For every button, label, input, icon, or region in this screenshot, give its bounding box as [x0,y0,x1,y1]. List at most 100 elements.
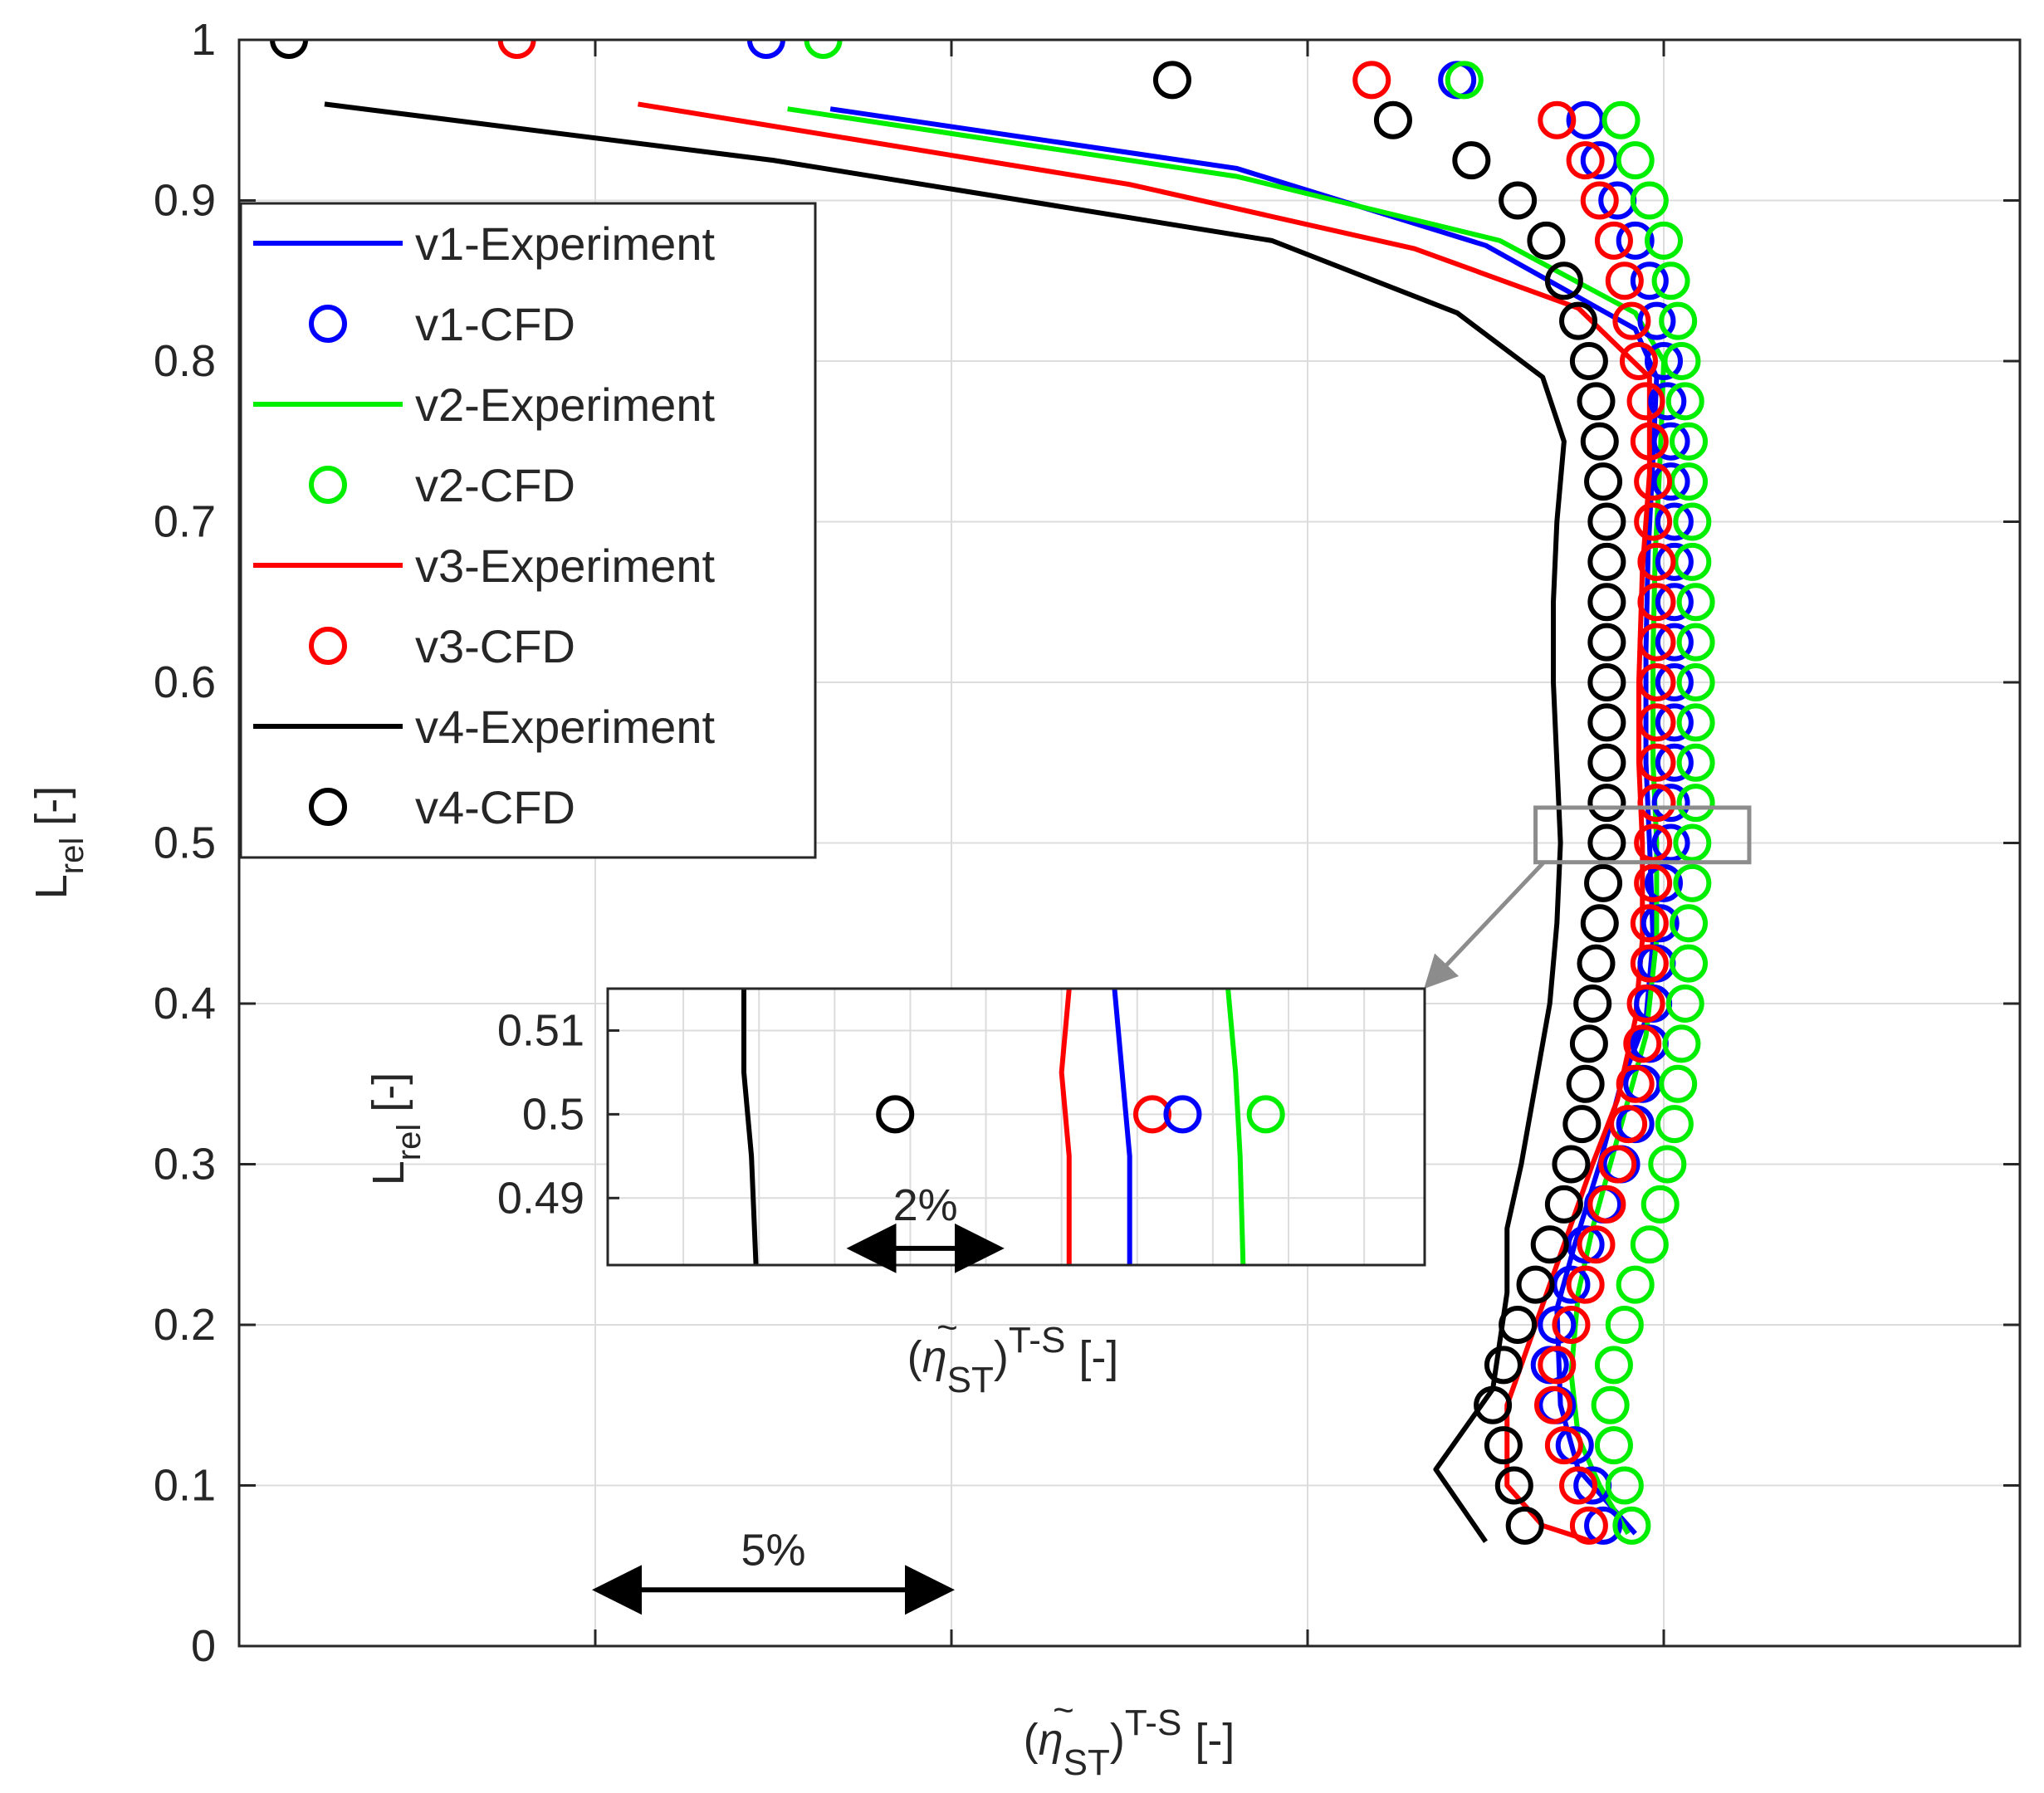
marker-v4-CFD [1527,221,1566,260]
marker-v3-CFD [1637,542,1676,581]
marker-v1-CFD [1655,502,1694,541]
marker-v1-CFD [1645,342,1683,380]
legend-swatch-marker [309,305,347,343]
marker-v2-CFD [1670,422,1709,461]
marker-v4-CFD [1530,1225,1569,1264]
marker-v4-CFD [270,40,309,59]
marker-v4-CFD [1494,1466,1533,1505]
y-tick-label: 0.2 [154,1300,216,1350]
y-tick-label: 0.6 [154,657,216,707]
marker-v2-CFD [1645,221,1683,260]
inset-y-label-sub: rel [391,1124,428,1160]
marker-v4-CFD [1484,1346,1523,1385]
marker-v3-CFD [1634,502,1673,541]
marker-v3-CFD [1637,743,1676,782]
y-tick-label: 0.7 [154,497,216,547]
marker-v2-CFD [1676,663,1715,701]
x-label-close: ) [1110,1715,1125,1765]
marker-v1-CFD [1538,1306,1577,1344]
marker-v4-CFD [1587,784,1626,823]
marker-v4-CFD [1544,1185,1583,1224]
marker-v4-CFD [1584,863,1623,902]
marker-v1-CFD [1645,863,1683,902]
marker-v4-CFD [1566,1064,1605,1103]
marker-v1-CFD [1651,422,1690,461]
y-label-sub: rel [54,838,90,874]
legend-swatch-marker [309,627,347,665]
inset-line-v2-Experiment [1225,989,1246,1265]
marker-v4-CFD [1577,382,1616,421]
marker-v4-CFD [1474,1385,1513,1424]
inset-x-label: (ηST)T-S [-] ~ [907,1307,1119,1400]
zoom-arrow [1424,861,1546,989]
marker-v3-CFD [497,40,536,59]
marker-v3-CFD [1634,462,1673,501]
marker-v4-CFD [1552,1145,1591,1184]
marker-v2-CFD [1670,904,1709,943]
marker-v3-CFD [1623,1024,1662,1063]
inset-line-v3-Experiment [1059,989,1072,1265]
inset-x-label-open: ( [907,1332,922,1382]
inset-x-label-tilde: ~ [936,1307,958,1348]
marker-v1-CFD [1655,583,1694,622]
marker-v4-CFD [1584,462,1623,501]
marker-v3-CFD [1630,904,1669,943]
marker-v2-CFD [1659,301,1698,340]
legend-items: v1-Experiment v1-CFD v2-Experiment v2-CFD v3… [253,217,715,833]
inset-marker-v4-CFD [876,1095,915,1134]
inset-line-v1-Experiment [1112,989,1132,1265]
x-label-sub: ST [1064,1742,1110,1783]
inset-series [741,989,1285,1265]
x-label-unit: [-] [1195,1715,1235,1765]
marker-v3-CFD [1552,1306,1591,1344]
marker-v4-CFD [1580,904,1619,943]
marker-v2-CFD [1445,61,1484,100]
legend-label: v2-CFD [415,459,575,511]
marker-v4-CFD [1484,1426,1523,1465]
inset-marker-v1-CFD [1163,1095,1202,1134]
marker-v2-CFD [1616,141,1655,180]
marker-v3-CFD [1538,100,1577,139]
y-tick-label: 0.5 [154,818,216,868]
marker-v1-CFD [1648,382,1687,421]
inset-x-label-eta: η [922,1332,947,1382]
y-axis-ticks: 0 0.1 0.2 0.3 0.4 0.5 0.6 0.7 0.8 0.9 1 [154,15,2020,1671]
marker-v3-CFD [1630,944,1669,983]
y-tick-label: 0.9 [154,176,216,226]
marker-v4-CFD [1587,823,1626,862]
marker-v4-CFD [1580,422,1619,461]
marker-v3-CFD [1577,1225,1616,1264]
inset-frame [606,987,1426,1267]
y-label-unit: [-] [27,786,76,826]
marker-v4-CFD [1152,61,1191,100]
y-axis-label-text: Lrel [-] [27,786,90,900]
marker-v2-CFD [1594,1346,1633,1385]
inset-y-tick-label: 0.49 [497,1173,584,1223]
x-label-sup: T-S [1125,1703,1181,1743]
marker-v4-CFD [1587,743,1626,782]
scale-arrow-2: 2% [846,1180,1005,1273]
marker-v4-CFD [1544,261,1583,300]
scale-arrow-2-label: 2% [893,1180,958,1230]
y-label-main: L [27,874,76,899]
inset-y-ticks: 0.49 0.5 0.51 [497,1005,619,1223]
y-tick-label: 0 [191,1621,216,1671]
inset-x-label-close: ) [994,1332,1009,1382]
marker-v3-CFD [1612,301,1651,340]
marker-v3-CFD [1580,181,1619,220]
marker-v4-CFD [1569,1024,1608,1063]
marker-v2-CFD [1673,863,1712,902]
marker-v3-CFD [1598,1145,1637,1184]
marker-v4-CFD [1452,141,1491,180]
inset-x-label-text: (ηST)T-S [-] [907,1320,1119,1400]
legend-label: v1-CFD [415,298,575,350]
inset-y-label-main: L [364,1160,413,1185]
legend-label: v4-CFD [415,781,575,833]
marker-v3-CFD [1637,703,1676,742]
scale-arrow-5: 5% [592,1525,955,1615]
marker-v3-CFD [1559,1466,1598,1505]
marker-v2-CFD [1605,1466,1644,1505]
marker-v3-CFD [1634,863,1673,902]
marker-v2-CFD [1630,181,1669,220]
